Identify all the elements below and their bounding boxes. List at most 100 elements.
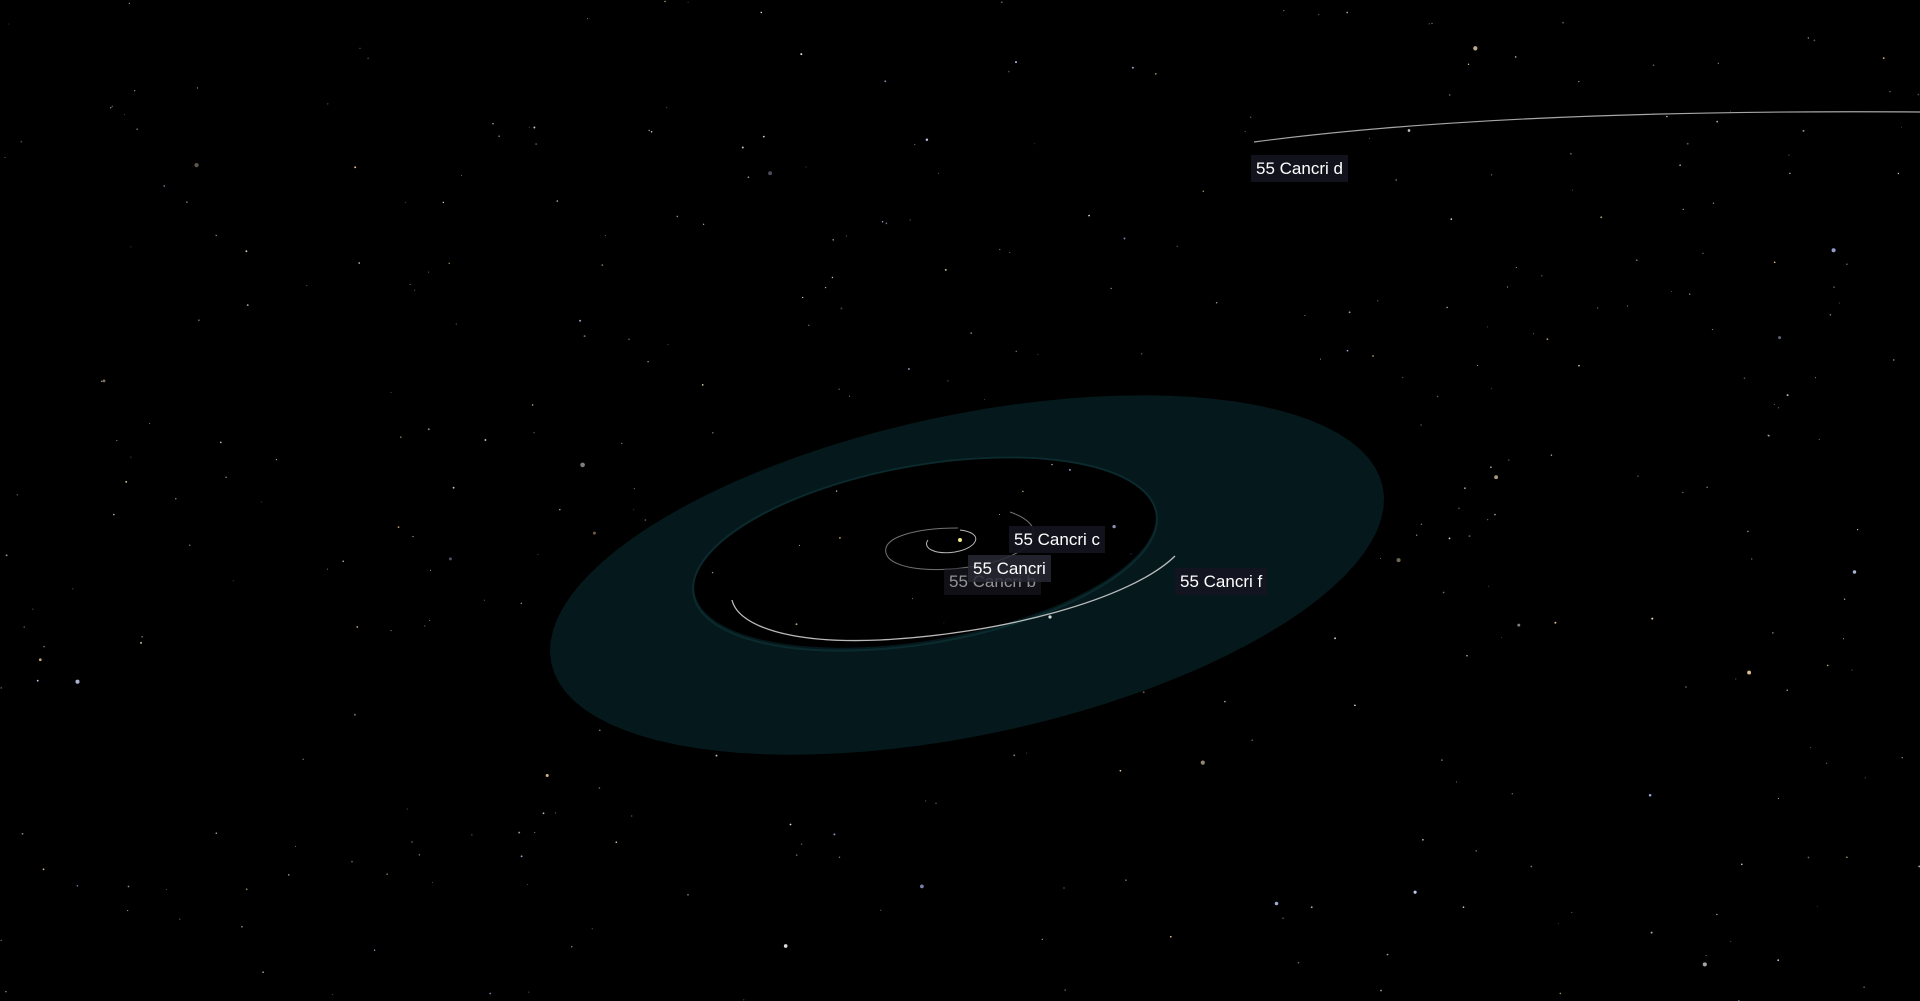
label-55-cancri-star[interactable]: 55 Cancri: [968, 555, 1051, 582]
background-star: [1852, 570, 1857, 574]
background-star: [5, 990, 7, 993]
background-star: [633, 509, 635, 511]
background-star: [615, 841, 618, 844]
background-star: [1413, 890, 1417, 894]
background-star: [412, 535, 414, 538]
habitable-zone-ring: [550, 395, 1384, 755]
background-star: [165, 889, 167, 890]
orbit-55-cancri-f: [731, 555, 1176, 642]
background-star: [925, 800, 927, 802]
background-star: [1473, 46, 1478, 51]
background-star: [219, 441, 222, 444]
background-star: [760, 11, 763, 14]
background-star: [1022, 490, 1024, 493]
background-star: [592, 531, 596, 535]
background-star: [1508, 459, 1510, 461]
background-star: [367, 57, 369, 60]
background-star: [666, 107, 668, 109]
background-star: [130, 456, 132, 458]
background-star: [1716, 913, 1718, 916]
background-star: [1372, 355, 1374, 357]
background-star: [1380, 989, 1382, 992]
background-star: [72, 588, 74, 590]
background-star: [1354, 704, 1356, 707]
background-star: [1450, 218, 1453, 220]
background-star: [1494, 475, 1499, 480]
background-star: [23, 626, 25, 628]
background-star: [1274, 901, 1279, 906]
background-star: [125, 480, 128, 483]
background-star: [1063, 887, 1065, 889]
background-star: [1685, 686, 1687, 688]
background-star: [520, 602, 523, 605]
background-star: [580, 462, 585, 468]
background-star: [824, 286, 827, 289]
background-star: [411, 841, 413, 843]
background-star: [1569, 152, 1572, 155]
background-star: [1448, 537, 1451, 540]
background-star: [489, 992, 492, 995]
background-star: [4, 156, 6, 158]
background-star: [232, 580, 234, 582]
background-star: [783, 944, 788, 948]
background-star: [799, 544, 800, 546]
background-star: [542, 812, 545, 815]
background-star: [1491, 174, 1493, 176]
background-star: [215, 234, 217, 237]
background-star: [1176, 245, 1179, 248]
background-star: [1571, 189, 1573, 191]
background-star: [1169, 935, 1172, 938]
background-star: [885, 222, 888, 225]
background-star: [1395, 179, 1398, 181]
background-star: [762, 135, 765, 138]
background-star: [1369, 137, 1370, 139]
background-star: [1679, 164, 1681, 166]
background-star: [808, 324, 810, 326]
background-star: [1789, 172, 1791, 175]
background-star: [1889, 91, 1891, 93]
label-55-cancri-c[interactable]: 55 Cancri c: [1009, 526, 1105, 553]
background-star: [1831, 248, 1836, 253]
background-star: [326, 568, 328, 570]
background-star: [1900, 126, 1902, 128]
background-star: [42, 868, 45, 871]
background-star: [537, 554, 539, 556]
background-star: [189, 544, 191, 546]
background-star: [1449, 94, 1451, 96]
background-star: [650, 131, 653, 133]
background-star: [136, 128, 138, 130]
background-star: [1488, 585, 1490, 587]
background-star: [354, 713, 356, 715]
background-star: [1600, 216, 1603, 219]
star-55-cancri[interactable]: [958, 538, 962, 542]
background-star: [832, 239, 834, 241]
background-star: [1666, 115, 1668, 118]
background-star: [1777, 797, 1779, 800]
background-star: [1716, 120, 1719, 123]
background-star: [1396, 558, 1401, 563]
background-star: [76, 884, 79, 887]
background-star: [1009, 251, 1011, 253]
background-star: [128, 2, 130, 5]
background-star: [599, 729, 601, 732]
background-star: [587, 18, 589, 20]
background-star: [838, 856, 841, 859]
background-star: [1702, 252, 1704, 254]
background-star: [846, 235, 847, 237]
background-star: [1015, 350, 1017, 352]
background-star: [492, 123, 494, 125]
background-star: [556, 200, 559, 202]
label-55-cancri-f[interactable]: 55 Cancri f: [1175, 568, 1268, 595]
background-star: [130, 246, 132, 248]
background-star: [112, 513, 115, 516]
planet-55-cancri-f-marker[interactable]: [1048, 615, 1052, 619]
background-star: [1571, 911, 1573, 914]
background-star: [1250, 116, 1252, 118]
background-star: [1490, 387, 1492, 389]
background-star: [914, 144, 916, 146]
label-55-cancri-d[interactable]: 55 Cancri d: [1251, 155, 1348, 182]
background-star: [1530, 865, 1533, 868]
